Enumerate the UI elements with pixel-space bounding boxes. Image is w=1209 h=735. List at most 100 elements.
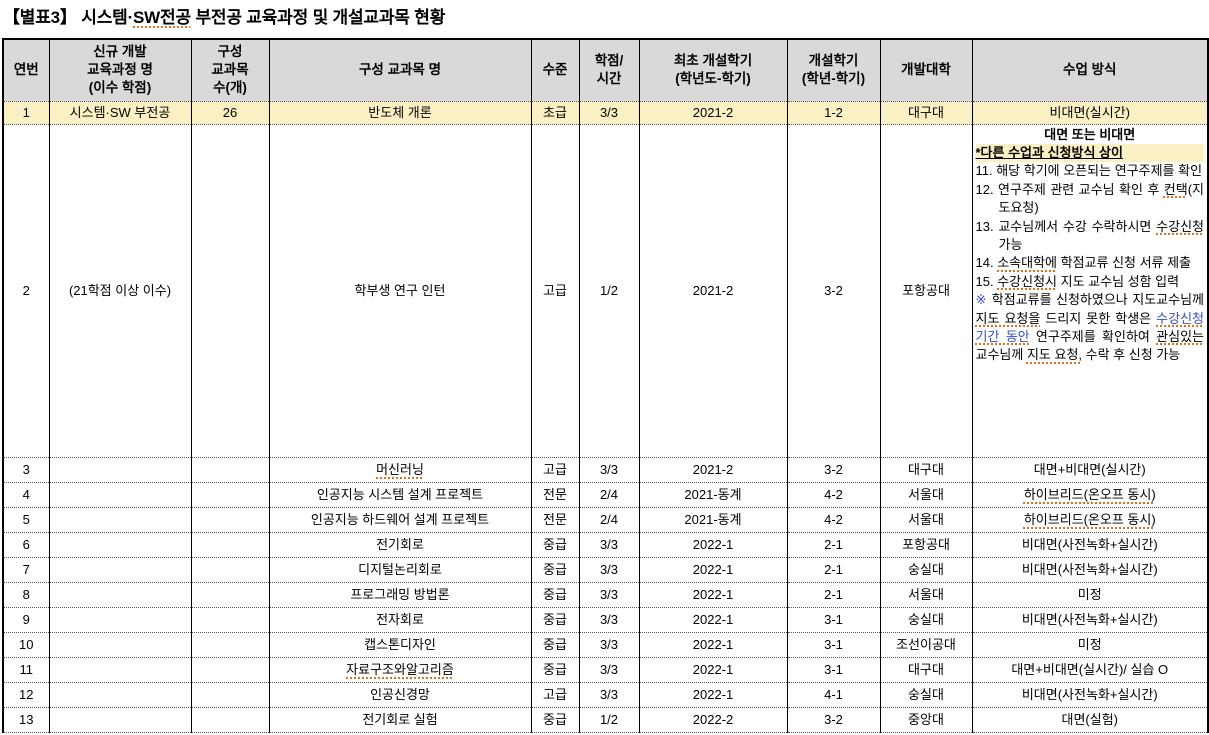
- text-segment: 연구주제를 확인하여: [1029, 328, 1157, 344]
- cell-r2-method-rich-text: 대면 또는 비대면 *다른 수업과 신청방식 상이 11. 해당 학기에 오픈되는 …: [971, 123, 1208, 457]
- text-segment: 연구주제 관련 교수님 확인 후: [998, 181, 1164, 197]
- cell-r8-count: [190, 581, 269, 607]
- cell-r8-program: [48, 581, 191, 607]
- cell-r6-program: [48, 531, 191, 557]
- cell-r12-program: [48, 681, 191, 707]
- text-segment: 수강신청시: [997, 273, 1057, 289]
- rich-list-item-12: 12. 연구주제 관련 교수님 확인 후 컨택(지도요청): [976, 181, 1205, 218]
- cell-r4-level: 전문: [530, 481, 579, 507]
- cell-r10-credit: 3/3: [578, 631, 639, 657]
- cell-r2-count: [190, 123, 269, 457]
- cell-r4-subject: 인공지능 시스템 설계 프로젝트: [268, 481, 531, 507]
- cell-r2-subject: 학부생 연구 인턴: [268, 123, 531, 457]
- list-item-number: 11.: [975, 163, 997, 179]
- list-item-number: 12.: [975, 181, 999, 197]
- cell-r8-credit: 3/3: [578, 581, 639, 607]
- text-segment: 하이브리드(온오프 동시): [1023, 512, 1156, 527]
- cell-r1-level: 초급: [530, 100, 579, 124]
- cell-r6-method: 비대면(사전녹화+실시간): [971, 531, 1208, 557]
- cell-r10-program: [48, 631, 191, 657]
- cell-r11-univ: 대구대: [879, 656, 972, 682]
- cell-r13-program: [48, 706, 191, 733]
- cell-r4-count: [190, 481, 269, 507]
- cell-r1-count: 26: [190, 100, 269, 124]
- page-title-spellchecked-word: SW전공: [133, 8, 191, 27]
- cell-r12-term: 4-1: [786, 681, 880, 707]
- text-segment: 소속대학에: [997, 255, 1057, 271]
- text-segment: 하이브리드(온오프 동시): [1023, 487, 1156, 502]
- header-count: 구성 교과목 수(개): [190, 39, 269, 101]
- table-row-4: 4 인공지능 시스템 설계 프로젝트 전문 2/4 2021-동계 4-2 서울대 하이브리드…: [2, 481, 1208, 507]
- cell-r7-term: 2-1: [786, 556, 880, 582]
- cell-r13-subject: 전기회로 실험: [268, 706, 531, 733]
- cell-r9-univ: 숭실대: [879, 606, 972, 632]
- rich-list-item-11: 11. 해당 학기에 오픈되는 연구주제를 확인: [976, 162, 1205, 180]
- cell-r3-level: 고급: [530, 456, 579, 482]
- cell-r12-credit: 3/3: [578, 681, 639, 707]
- header-subject: 구성 교과목 명: [268, 39, 531, 101]
- cell-r13-first_term: 2022-2: [638, 706, 787, 733]
- cell-r2-term: 3-2: [786, 123, 880, 457]
- course-table: 연번 신규 개발 교육과정 명 (이수 학점) 구성 교과목 수(개) 구성 교과목 …: [2, 38, 1209, 733]
- cell-r1-method: 비대면(실시간): [971, 100, 1208, 124]
- cell-r9-term: 3-1: [786, 606, 880, 632]
- cell-r7-program: [48, 556, 191, 582]
- cell-r13-term: 3-2: [786, 706, 880, 733]
- cell-r9-level: 중급: [530, 606, 579, 632]
- cell-r12-count: [190, 681, 269, 707]
- cell-r6-term: 2-1: [786, 531, 880, 557]
- text-segment: 컨택: [1163, 181, 1188, 197]
- cell-r5-count: [190, 506, 269, 532]
- cell-r6-univ: 포항공대: [879, 531, 972, 557]
- cell-r4-univ: 서울대: [879, 481, 972, 507]
- list-item-number: 15.: [975, 273, 998, 289]
- cell-r1-credit: 3/3: [578, 100, 639, 124]
- table-row-9: 9 전자회로 중급 3/3 2022-1 3-1 숭실대 비대면(사전녹화+실시간): [2, 606, 1208, 632]
- text-segment: 학점교류 신청 서류 제출: [1057, 255, 1192, 271]
- page-title-prefix: 【별표3】 시스템·: [3, 8, 134, 27]
- cell-r11-subject: 자료구조와알고리즘: [268, 656, 531, 682]
- list-item-number: 13.: [975, 218, 999, 234]
- header-term: 개설학기 (학년-학기): [786, 39, 880, 101]
- table-row-8: 8 프로그래밍 방법론 중급 3/3 2022-1 2-1 서울대 미정: [2, 581, 1208, 607]
- table-row-2: 2 (21학점 이상 이수) 학부생 연구 인턴 고급 1/2 2021-2 3…: [2, 123, 1208, 457]
- table-row-3: 3 머신러닝 고급 3/3 2021-2 3-2 대구대 대면+비대면(실시간): [2, 456, 1208, 482]
- cell-r11-method: 대면+비대면(실시간)/ 실습 O: [971, 656, 1208, 682]
- cell-r8-term: 2-1: [786, 581, 880, 607]
- text-segment: 학점교류를 신청하였으나 지도교수님께: [987, 292, 1204, 308]
- rich-list-item-15: 15. 수강신청시 지도 교수님 성함 입력: [976, 273, 1205, 291]
- cell-r9-method: 비대면(사전녹화+실시간): [971, 606, 1208, 632]
- cell-r7-method: 비대면(사전녹화+실시간): [971, 556, 1208, 582]
- header-method: 수업 방식: [971, 39, 1208, 101]
- cell-r1-first_term: 2021-2: [638, 100, 787, 124]
- cell-r6-credit: 3/3: [578, 531, 639, 557]
- header-level: 수준: [530, 39, 579, 101]
- cell-r3-univ: 대구대: [879, 456, 972, 482]
- cell-r4-term: 4-2: [786, 481, 880, 507]
- cell-r10-term: 3-1: [786, 631, 880, 657]
- cell-r9-credit: 3/3: [578, 606, 639, 632]
- cell-r8-univ: 서울대: [879, 581, 972, 607]
- cell-r11-first_term: 2022-1: [638, 656, 787, 682]
- table-row-11: 11 자료구조와알고리즘 중급 3/3 2022-1 3-1 대구대 대면+비대면(실시간)/…: [2, 656, 1208, 682]
- cell-r7-count: [190, 556, 269, 582]
- table-row-6: 6 전기회로 중급 3/3 2022-1 2-1 포항공대 비대면(사전녹화+실시간): [2, 531, 1208, 557]
- cell-r6-subject: 전기회로: [268, 531, 531, 557]
- cell-r3-no: 3: [2, 456, 49, 482]
- cell-r8-first_term: 2022-1: [638, 581, 787, 607]
- cell-r13-univ: 중앙대: [879, 706, 972, 733]
- rich-list-item-13: 13. 교수님께서 수강 수락하시면 수강신청 가능: [976, 218, 1205, 255]
- cell-r12-first_term: 2022-1: [638, 681, 787, 707]
- cell-r8-method: 미정: [971, 581, 1208, 607]
- cell-r6-first_term: 2022-1: [638, 531, 787, 557]
- cell-r13-level: 중급: [530, 706, 579, 733]
- cell-r12-subject: 인공신경망: [268, 681, 531, 707]
- text-segment: ※: [975, 292, 988, 308]
- cell-r5-credit: 2/4: [578, 506, 639, 532]
- cell-r3-credit: 3/3: [578, 456, 639, 482]
- cell-r2-level: 고급: [530, 123, 579, 457]
- cell-r5-program: [48, 506, 191, 532]
- cell-r13-no: 13: [2, 706, 49, 733]
- cell-r5-first_term: 2021-동계: [638, 506, 787, 532]
- text-segment: 머신러닝: [376, 462, 424, 477]
